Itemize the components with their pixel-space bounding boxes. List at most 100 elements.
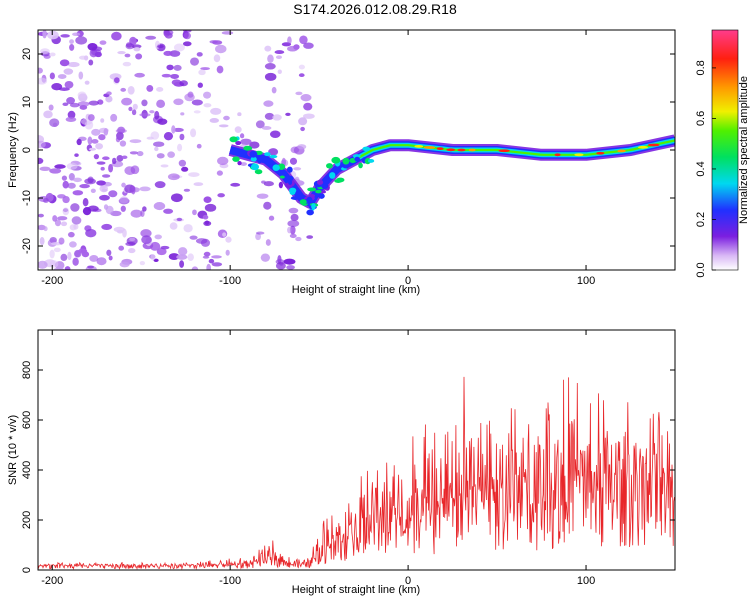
noise-blob (116, 229, 124, 234)
noise-blob (96, 257, 107, 266)
noise-blob (217, 193, 225, 198)
noise-blob (39, 166, 51, 172)
noise-blob (38, 140, 46, 149)
noise-blob (139, 186, 151, 192)
noise-blob (303, 42, 314, 49)
ridge-blob (315, 189, 322, 194)
noise-blob (153, 258, 159, 263)
noise-blob (215, 44, 227, 54)
noise-blob (264, 45, 272, 52)
noise-blob (68, 172, 75, 181)
noise-blob (189, 235, 198, 240)
ridge-hotspot (446, 148, 456, 152)
snr-x-tick-label: -200 (41, 575, 63, 587)
ridge-blob (307, 187, 317, 192)
noise-blob (146, 136, 154, 140)
ridge-hotspot (574, 153, 584, 157)
noise-blob (303, 113, 315, 119)
noise-blob (255, 231, 265, 235)
noise-blob (264, 63, 276, 70)
noise-blob (88, 100, 99, 106)
noise-blob (130, 165, 140, 175)
noise-blob (287, 36, 292, 45)
noise-blob (54, 219, 62, 227)
noise-blob (274, 50, 285, 55)
noise-blob (306, 235, 314, 239)
noise-blob (192, 209, 197, 216)
ridge-hotspot (414, 144, 424, 148)
noise-blob (71, 216, 82, 225)
noise-blob (57, 74, 67, 80)
noise-blob (156, 247, 167, 256)
noise-blob (122, 61, 132, 67)
noise-blob (98, 127, 109, 134)
noise-blob (87, 42, 98, 51)
noise-blob (38, 213, 44, 218)
ridge-blob (250, 156, 257, 162)
noise-blob (49, 249, 55, 259)
noise-blob (255, 232, 262, 241)
noise-blob (145, 35, 157, 40)
noise-blob (53, 247, 61, 253)
noise-blob (290, 213, 299, 222)
noise-blob (208, 258, 215, 264)
noise-blob (127, 86, 135, 95)
noise-blob (298, 73, 305, 78)
noise-blob (204, 203, 217, 212)
noise-blob (200, 238, 211, 247)
noise-blob (149, 110, 155, 114)
noise-blob (295, 91, 303, 96)
noise-blob (156, 87, 164, 92)
noise-blob (39, 237, 45, 246)
snr-y-tick-label: 200 (21, 511, 33, 529)
noise-blob (91, 128, 101, 136)
noise-blob (187, 91, 194, 98)
noise-blob (67, 62, 80, 68)
noise-blob (178, 247, 188, 256)
noise-blob (237, 112, 242, 117)
ridge-blob (342, 157, 350, 165)
noise-blob (43, 197, 49, 203)
noise-blob (260, 253, 271, 262)
noise-blob (167, 151, 175, 158)
noise-blob (163, 30, 174, 36)
noise-blob (129, 151, 139, 155)
noise-blob (216, 65, 224, 74)
noise-blob (255, 120, 265, 129)
noise-blob (73, 223, 79, 230)
noise-blob (203, 251, 211, 257)
noise-blob (289, 157, 298, 165)
noise-blob (122, 228, 127, 238)
spectrogram-noise (38, 30, 315, 270)
noise-blob (212, 40, 223, 45)
ridge-blob (278, 181, 284, 189)
snr-x-tick-label: 0 (405, 575, 411, 587)
noise-blob (287, 220, 300, 228)
noise-blob (95, 143, 104, 150)
noise-blob (156, 99, 166, 109)
ridge-blob (269, 154, 278, 159)
noise-blob (90, 188, 96, 193)
noise-blob (225, 249, 230, 256)
noise-blob (263, 181, 274, 187)
noise-blob (69, 241, 77, 248)
noise-blob (134, 72, 145, 78)
ridge-blob (354, 156, 361, 162)
noise-blob (170, 193, 183, 203)
ridge-blob (352, 154, 361, 158)
noise-blob (264, 112, 275, 120)
noise-blob (221, 31, 234, 35)
ridge-blob (329, 172, 336, 179)
noise-blob (105, 95, 113, 103)
noise-blob (178, 159, 187, 167)
noise-blob (230, 182, 241, 187)
noise-blob (298, 64, 305, 70)
noise-blob (173, 43, 185, 52)
noise-blob (88, 59, 94, 66)
noise-blob (67, 251, 72, 261)
noise-blob (203, 103, 212, 108)
noise-blob (89, 254, 99, 262)
noise-blob (72, 32, 81, 37)
noise-blob (119, 261, 130, 268)
noise-blob (197, 82, 203, 88)
